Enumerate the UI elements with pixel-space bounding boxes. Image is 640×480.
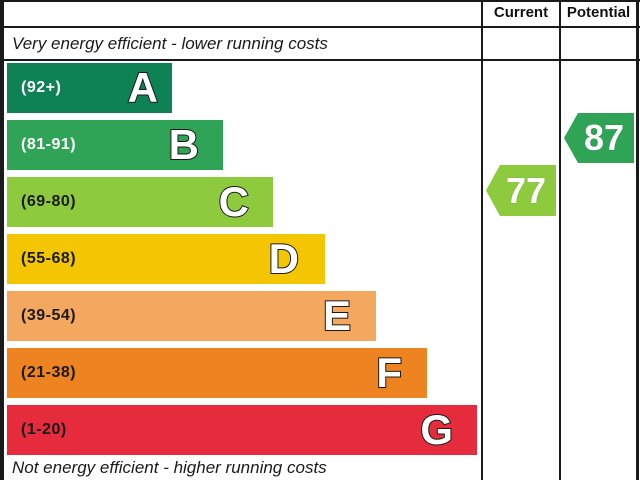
band-a-letter: A (127, 63, 159, 112)
band-a-range-label: (92+) (21, 79, 62, 96)
band-g-range-label: (1-20) (21, 421, 67, 438)
band-b-bar: (81-91) B (7, 120, 223, 170)
band-d-letter: D (268, 234, 300, 283)
current-column-divider (481, 0, 483, 480)
band-c-letter: C (218, 177, 250, 226)
top-caption-divider-line (0, 59, 640, 61)
band-f-range-label: (21-38) (21, 364, 77, 381)
current-rating-pointer: 77 (486, 165, 556, 216)
band-a-bar: (92+) A (7, 63, 172, 113)
current-rating-value: 77 (505, 169, 547, 211)
band-b-letter: B (168, 120, 200, 169)
potential-rating-value: 87 (583, 117, 625, 158)
chart-right-border (636, 0, 639, 480)
band-d-range-label: (55-68) (21, 250, 77, 267)
top-caption: Very energy efficient - lower running co… (12, 34, 328, 53)
potential-column-header: Potential (566, 4, 631, 21)
band-g-bar: (1-20) G (7, 405, 477, 455)
potential-rating-pointer: 87 (564, 113, 634, 163)
band-c-range-label: (69-80) (21, 193, 77, 210)
band-d-bar: (55-68) D (7, 234, 325, 284)
band-g-letter: G (419, 405, 454, 454)
band-e-bar: (39-54) E (7, 291, 376, 341)
band-c-bar: (69-80) C (7, 177, 273, 227)
band-e-range-label: (39-54) (21, 307, 77, 324)
header-divider-line (0, 26, 640, 28)
chart-left-border (0, 0, 4, 480)
potential-column-divider (559, 0, 561, 480)
bottom-caption: Not energy efficient - higher running co… (12, 458, 327, 477)
band-b-range-label: (81-91) (21, 136, 77, 153)
band-e-letter: E (322, 291, 352, 340)
band-f-bar: (21-38) F (7, 348, 427, 398)
current-column-header: Current (493, 4, 549, 21)
chart-top-border (0, 0, 640, 2)
band-f-letter: F (375, 348, 403, 397)
